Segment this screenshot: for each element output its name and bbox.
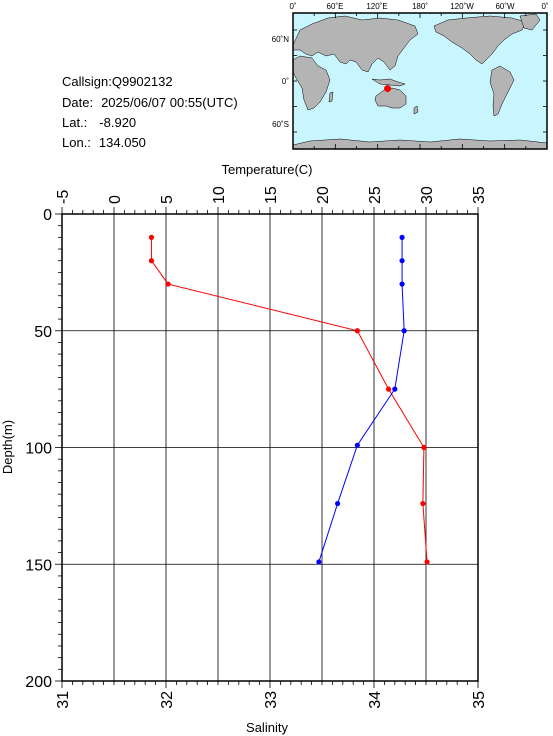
salinity-data-point: [399, 258, 405, 264]
temperature-data-point: [424, 559, 430, 565]
map-lat-label-0: 0˚: [282, 77, 289, 86]
map-lon-label-120e: 120˚E: [366, 2, 387, 11]
temperature-tick-label: 0: [107, 195, 124, 204]
temperature-tick-label: -5: [55, 190, 72, 204]
land-new-zealand: [413, 105, 419, 115]
temperature-data-point: [421, 444, 427, 451]
depth-tick-label: 0: [43, 207, 52, 224]
map-left-labels: 60˚N 0˚ 60˚S: [272, 35, 290, 129]
map-lon-label-60w: 60˚W: [495, 2, 515, 11]
date-value: 2025/06/07 00:55(UTC): [101, 95, 238, 110]
location-map: 0˚ 60˚E 120˚E 180˚ 120˚W 60˚W 0˚ 60˚N 0˚…: [272, 2, 549, 150]
map-ticks: [292, 13, 548, 149]
temperature-data-point: [354, 328, 360, 334]
salinity-tick-label: 35: [471, 691, 488, 709]
float-location-marker: [384, 85, 392, 93]
temperature-data-point: [148, 258, 155, 264]
temperature-data-point: [385, 386, 392, 392]
salinity-tick-label: 34: [367, 691, 384, 709]
salinity-data-point: [335, 500, 341, 507]
land-madagascar: [328, 91, 334, 103]
salinity-data-point: [354, 442, 360, 448]
salinity-tick-label: 32: [159, 691, 176, 709]
salinity-data-point: [401, 328, 407, 334]
temperature-tick-label: 5: [159, 195, 176, 204]
map-lon-label-120w: 120˚W: [450, 2, 474, 11]
land-europe-asia: [292, 15, 419, 73]
salinity-profile-line: [318, 237, 405, 563]
land-south-america: [489, 65, 515, 117]
date-row: Date: 2025/06/07 00:55(UTC): [62, 94, 238, 111]
temperature-tick-label: 10: [211, 186, 228, 204]
map-lat-label-60s: 60˚S: [272, 120, 289, 129]
map-marker-dot: [384, 85, 392, 93]
temperature-tick-label: 30: [419, 186, 436, 204]
latitude-label: Lat.:: [62, 115, 88, 130]
map-lat-label-60n: 60˚N: [272, 35, 290, 44]
temperature-tick-label: 25: [367, 186, 384, 204]
depth-tick-label: 50: [34, 324, 52, 341]
callsign-text: Callsign:Q9902132: [62, 74, 173, 89]
land-greenland: [519, 13, 541, 31]
land-maritime-se-asia: [371, 78, 406, 87]
map-lon-label-180: 180˚: [412, 2, 428, 11]
depth-tick-label: 100: [25, 441, 52, 458]
longitude-label: Lon.:: [62, 135, 91, 150]
date-label: Date:: [62, 95, 94, 110]
latitude-value: -8.920: [99, 115, 137, 130]
temperature-tick-label: 35: [471, 186, 488, 204]
salinity-data-point: [399, 281, 405, 287]
plot-frame: [61, 213, 479, 682]
land-north-america: [433, 15, 527, 65]
data-series: [148, 234, 430, 565]
map-lon-label-0-right: 0˚: [541, 2, 548, 11]
longitude-value: 134.050: [98, 135, 146, 150]
salinity-axis-title: Salinity: [246, 720, 288, 735]
salinity-tick-label: 31: [55, 691, 72, 709]
temperature-data-point: [148, 234, 155, 240]
temperature-tick-label: 20: [315, 186, 332, 204]
temperature-data-point: [420, 500, 426, 507]
longitude-row: Lon.: 134.050: [62, 134, 146, 151]
temperature-axis-title: Temperature(C): [221, 162, 312, 177]
depth-tick-label: 200: [25, 674, 52, 691]
salinity-tick-label: 33: [263, 691, 280, 709]
land-africa: [292, 55, 331, 111]
latitude-row: Lat.: -8.920: [62, 114, 136, 131]
temperature-tick-label: 15: [263, 186, 280, 204]
salinity-data-point: [399, 234, 405, 240]
depth-tick-label: 150: [25, 557, 52, 574]
map-lon-label-60e: 60˚E: [327, 2, 344, 11]
temperature-profile-line: [150, 237, 428, 562]
temperature-data-point: [165, 281, 171, 287]
salinity-data-point: [392, 386, 398, 392]
map-top-labels: 0˚ 60˚E 120˚E 180˚ 120˚W 60˚W 0˚: [289, 2, 548, 11]
depth-axis-title: Depth(m): [0, 420, 15, 474]
salinity-data-point: [316, 559, 322, 565]
map-lon-label-0: 0˚: [289, 2, 296, 11]
